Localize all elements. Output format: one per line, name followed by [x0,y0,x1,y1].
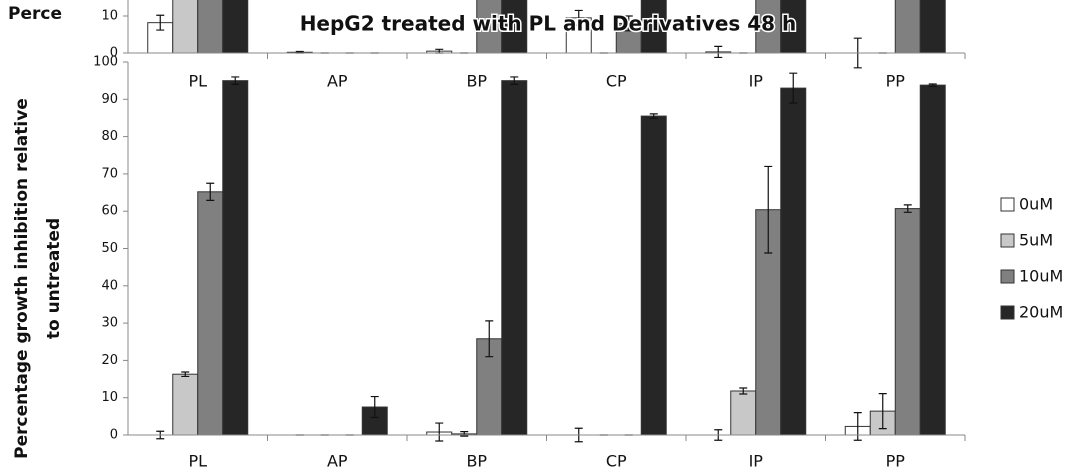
error-bar [853,412,862,441]
y-tick-label: 50 [101,241,118,256]
legend-swatch [1000,305,1015,320]
y-axis-label: Percentage growth inhibition relative [12,98,32,459]
legend-label: 0uM [1019,195,1053,214]
error-bar [181,371,190,378]
y-tick-label: 10 [101,9,118,24]
bar [894,208,921,436]
y-tick-label: 20 [101,353,118,368]
y-tick-label: 80 [101,129,118,144]
bar [172,0,199,54]
bar [222,0,249,54]
bar [894,0,921,54]
y-tick-label: 40 [101,278,118,293]
legend-label: 5uM [1019,231,1053,250]
y-axis-label: to untreated [44,218,64,339]
bar [919,0,946,54]
legend-swatch [1000,233,1015,248]
error-bar [739,387,748,395]
legend-swatch [1000,269,1015,284]
x-tick-label: PL [188,452,207,471]
y-tick-label: 100 [93,55,118,70]
x-tick-label: BP [466,72,487,91]
y-tick-label: 30 [101,316,118,331]
bar [197,0,224,54]
y-axis-label: Perce [8,4,62,24]
x-tick-label: AP [327,72,348,91]
error-bar [156,14,165,31]
bar [501,80,528,436]
error-bar [435,422,444,442]
y-tick-label: 0 [110,428,118,443]
y-tick-label: 60 [101,204,118,219]
error-bar [649,113,658,119]
bar [172,373,199,436]
y-tick-label: 90 [101,92,118,107]
error-bar [231,76,240,85]
x-tick-label: PL [188,72,207,91]
error-bar [903,204,912,213]
error-bar [510,76,519,85]
bar [222,80,249,436]
x-tick-label: PP [886,452,906,471]
error-bar [764,165,773,254]
error-bar [574,9,583,26]
bar [919,84,946,436]
x-tick-label: PP [886,72,906,91]
bar [730,390,757,436]
bar [640,115,667,436]
error-bar [928,83,937,87]
x-tick-label: IP [749,452,764,471]
error-bar [789,72,798,104]
y-tick-label: 10 [101,390,118,405]
bar [197,191,224,436]
error-bar [624,15,633,32]
error-bar [370,395,379,419]
x-tick-label: CP [606,72,627,91]
x-tick-label: CP [606,452,627,471]
error-bar [714,45,723,59]
error-bar [485,320,494,358]
legend-swatch [1000,197,1015,212]
y-tick-label: 70 [101,166,118,181]
x-tick-label: AP [327,452,348,471]
legend-label: 20uM [1019,303,1063,322]
legend-label: 10uM [1019,267,1063,286]
bar [780,87,807,436]
y-tick-label: 0 [110,46,118,61]
x-tick-label: IP [749,72,764,91]
bar [755,209,782,436]
x-tick-label: BP [466,452,487,471]
error-bar [878,392,887,430]
chart-title: HepG2 treated with PL and Derivatives 48… [300,12,797,36]
error-bar [206,182,215,201]
